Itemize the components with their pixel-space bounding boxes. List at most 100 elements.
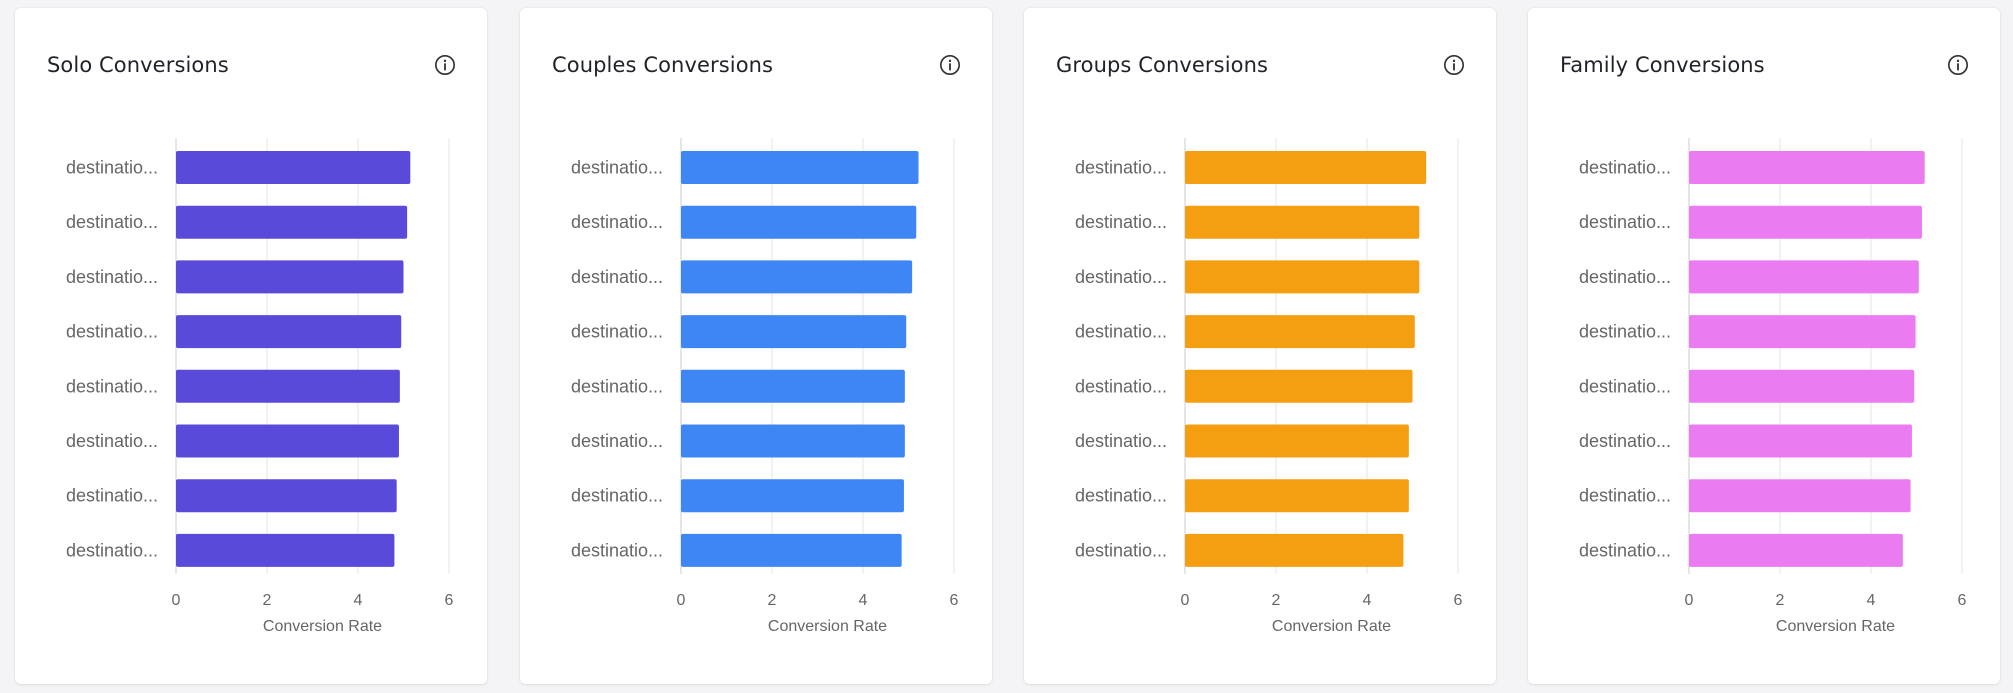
bar	[681, 424, 905, 458]
card-title: Family Conversions	[1560, 53, 1765, 77]
x-tick-label: 6	[445, 592, 454, 609]
category-label: destinatio...	[1075, 486, 1167, 506]
bar	[1185, 533, 1404, 567]
x-tick-label: 4	[354, 592, 363, 609]
category-label: destinatio...	[1579, 158, 1671, 178]
category-label: destinatio...	[571, 158, 663, 178]
bar	[1689, 479, 1911, 513]
category-label: destinatio...	[66, 540, 158, 560]
category-label: destinatio...	[1579, 267, 1671, 287]
bar	[176, 205, 408, 239]
info-icon[interactable]	[434, 54, 456, 76]
x-tick-label: 6	[1958, 592, 1967, 609]
bar	[176, 533, 395, 567]
category-label: destinatio...	[1579, 540, 1671, 560]
x-tick-label: 4	[1363, 592, 1372, 609]
bar	[681, 260, 913, 294]
category-label: destinatio...	[1075, 540, 1167, 560]
bar	[681, 205, 917, 239]
category-label: destinatio...	[66, 486, 158, 506]
category-label: destinatio...	[1075, 267, 1167, 287]
bar	[176, 151, 411, 184]
x-tick-label: 6	[950, 592, 959, 609]
bar	[1689, 424, 1912, 458]
category-label: destinatio...	[571, 431, 663, 451]
bar	[1689, 533, 1903, 567]
category-label: destinatio...	[1579, 376, 1671, 396]
bar	[1185, 315, 1415, 349]
bar	[1689, 260, 1919, 294]
category-label: destinatio...	[66, 431, 158, 451]
category-label: destinatio...	[66, 267, 158, 287]
couples-conversions-card: Couples Conversions destinatio... destina…	[520, 8, 992, 684]
bar	[176, 369, 400, 403]
x-tick-label: 4	[859, 592, 868, 609]
x-tick-label: 0	[172, 592, 181, 609]
category-label: destinatio...	[571, 267, 663, 287]
x-axis-title: Conversion Rate	[263, 618, 382, 635]
bar	[1185, 151, 1427, 184]
category-label: destinatio...	[1579, 212, 1671, 232]
solo-conversions-chart: destinatio... destinatio... destinatio... d…	[66, 138, 454, 635]
category-label: destinatio...	[1075, 322, 1167, 342]
category-label: destinatio...	[571, 376, 663, 396]
bar	[1185, 479, 1409, 513]
category-label: destinatio...	[571, 322, 663, 342]
x-tick-label: 0	[1181, 592, 1190, 609]
category-label: destinatio...	[1579, 431, 1671, 451]
x-tick-label: 2	[1776, 592, 1785, 609]
x-axis-title: Conversion Rate	[1776, 618, 1895, 635]
category-label: destinatio...	[571, 486, 663, 506]
category-label: destinatio...	[1075, 212, 1167, 232]
bar	[1689, 369, 1915, 403]
family-conversions-card: Family Conversions destinatio... destinat…	[1528, 8, 2000, 684]
bar	[681, 369, 905, 403]
bar	[1689, 205, 1922, 239]
solo-conversions-card: Solo Conversions destinatio... destinatio…	[15, 8, 487, 684]
category-label: destinatio...	[66, 322, 158, 342]
x-axis-title: Conversion Rate	[1272, 618, 1391, 635]
x-axis-title: Conversion Rate	[768, 618, 887, 635]
category-label: destinatio...	[571, 212, 663, 232]
info-icon[interactable]	[939, 54, 961, 76]
card-title: Couples Conversions	[552, 53, 774, 77]
bar	[1185, 205, 1420, 239]
category-label: destinatio...	[1579, 486, 1671, 506]
x-tick-label: 0	[677, 592, 686, 609]
bar	[1185, 369, 1413, 403]
bar	[176, 315, 402, 349]
info-icon[interactable]	[1947, 54, 1969, 76]
bar	[1689, 315, 1916, 349]
bar	[1689, 151, 1925, 184]
groups-conversions-card: Groups Conversions destinatio... destinat…	[1024, 8, 1496, 684]
bar	[1185, 424, 1409, 458]
x-tick-label: 0	[1685, 592, 1694, 609]
x-tick-label: 2	[263, 592, 272, 609]
card-title: Groups Conversions	[1056, 53, 1269, 77]
x-tick-label: 2	[1272, 592, 1281, 609]
bar	[176, 260, 404, 294]
category-label: destinatio...	[1075, 431, 1167, 451]
bar	[681, 533, 902, 567]
bar	[681, 151, 919, 184]
x-tick-label: 2	[768, 592, 777, 609]
x-tick-label: 6	[1454, 592, 1463, 609]
family-conversions-chart: destinatio... destinatio... destinatio... d…	[1579, 138, 1967, 635]
bar	[1185, 260, 1420, 294]
bar	[681, 479, 904, 513]
category-label: destinatio...	[66, 212, 158, 232]
bar	[176, 424, 399, 458]
couples-conversions-chart: destinatio... destinatio... destinatio... d…	[571, 138, 959, 635]
category-label: destinatio...	[1075, 158, 1167, 178]
category-label: destinatio...	[1579, 322, 1671, 342]
category-label: destinatio...	[571, 540, 663, 560]
category-label: destinatio...	[66, 376, 158, 396]
category-label: destinatio...	[1075, 376, 1167, 396]
category-label: destinatio...	[66, 158, 158, 178]
x-tick-label: 4	[1867, 592, 1876, 609]
card-title: Solo Conversions	[47, 53, 229, 77]
info-icon[interactable]	[1443, 54, 1465, 76]
groups-conversions-chart: destinatio... destinatio... destinatio... d…	[1075, 138, 1463, 635]
bar	[176, 479, 397, 513]
